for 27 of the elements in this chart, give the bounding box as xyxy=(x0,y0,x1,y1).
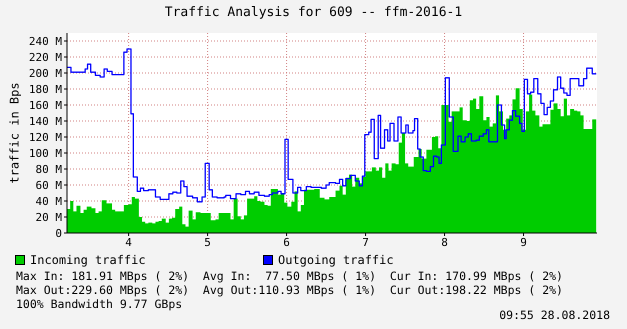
text: 100% Bandwidth 9.77 GBps xyxy=(16,297,182,311)
y-tick-label: 80 M xyxy=(36,162,62,176)
y-tick-label: 0 xyxy=(55,226,62,240)
y-tick-label: 40 M xyxy=(36,194,62,208)
x-tick-label: 8 xyxy=(441,236,448,249)
y-axis-title: traffic in Bps xyxy=(7,82,22,184)
x-tick-label: 9 xyxy=(520,236,527,249)
y-tick-label: 160 M xyxy=(28,98,62,112)
chart-title: Traffic Analysis for 609 -- ffm-2016-1 xyxy=(164,5,464,20)
x-tick-label: 5 xyxy=(204,236,211,249)
y-tick-label: 100 M xyxy=(28,146,62,160)
x-tick-label: 4 xyxy=(125,236,132,249)
y-tick-label: 180 M xyxy=(28,82,62,96)
y-tick-label: 20 M xyxy=(36,210,62,224)
y-tick-label: 60 M xyxy=(36,178,62,192)
x-tick-label: 7 xyxy=(362,236,369,249)
y-tick-label: 240 M xyxy=(28,34,62,48)
y-tick-label: 140 M xyxy=(28,114,62,128)
y-tick-label: 120 M xyxy=(28,130,62,144)
text: 09:55 28.08.2018 xyxy=(499,308,610,322)
legend-label: Incoming traffic xyxy=(30,253,146,267)
x-tick-label: 6 xyxy=(283,236,290,249)
legend-label: Outgoing traffic xyxy=(278,253,394,267)
text: Max In: 181.91 MBps ( 2%) Avg In: 77.50 MBps ( 1%) Cur In: 170.99 MBps ( 2%) xyxy=(16,269,564,283)
text: Max Out:229.60 MBps ( 2%) Avg Out:110.93 MBps ( 1%) Cur Out:198.22 MBps ( 2%) xyxy=(16,283,564,297)
y-tick-label: 220 M xyxy=(28,50,62,64)
y-tick-label: 200 M xyxy=(28,66,62,80)
